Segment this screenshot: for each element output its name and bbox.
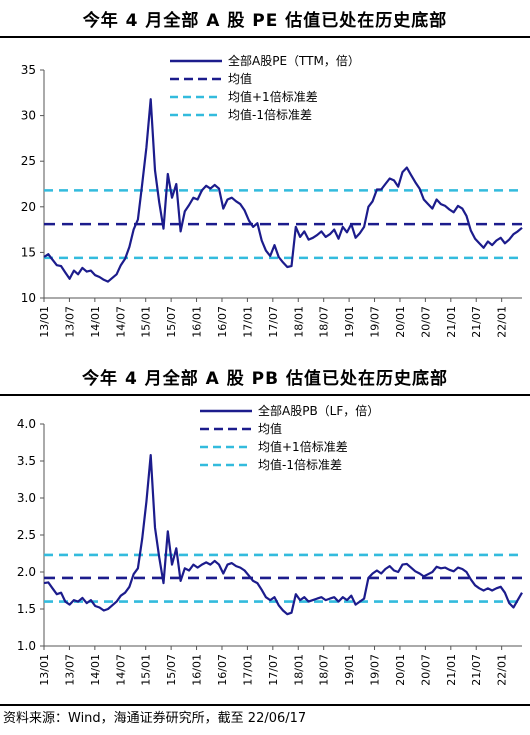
pb-x-tick-label: 17/01 (241, 654, 254, 686)
pb-x-tick-label: 20/01 (394, 654, 407, 686)
pe-x-tick-label: 19/01 (343, 306, 356, 338)
pe-y-tick-label: 30 (21, 109, 36, 123)
pb-x-tick-label: 15/01 (140, 654, 153, 686)
pb-x-tick-label: 20/07 (419, 654, 432, 686)
pb-legend-label-0: 全部A股PB（LF，倍） (258, 403, 379, 418)
pe-x-tick-label: 17/01 (241, 306, 254, 338)
pb-y-tick-label: 3.5 (17, 454, 36, 468)
pe-x-tick-label: 16/01 (191, 306, 204, 338)
pe-x-tick-label: 20/01 (394, 306, 407, 338)
pe-x-tick-label: 18/01 (292, 306, 305, 338)
pb-chart-title: 今年 4 月全部 A 股 PB 估值已处在历史底部 (82, 368, 448, 389)
pb-x-tick-label: 21/01 (445, 654, 458, 686)
pb-legend-label-3: 均值-1倍标准差 (258, 457, 342, 472)
pb-x-tick-label: 22/01 (496, 654, 509, 686)
pe-x-tick-label: 13/01 (38, 306, 51, 338)
source-rule (0, 704, 530, 706)
pb-chart: 1.0 1.5 2.0 2.5 3.0 3.5 4.0 13/01 13/07 14/01 14/0… (17, 403, 523, 686)
pe-y-tick-label: 25 (21, 154, 36, 168)
pb-x-tick-label: 19/07 (369, 654, 382, 686)
pe-y-tick-label: 15 (21, 245, 36, 259)
pe-x-tick-label: 16/07 (216, 306, 229, 338)
pe-x-tick-label: 20/07 (419, 306, 432, 338)
pe-x-tick-label: 14/01 (89, 306, 102, 338)
pb-x-tick-label: 16/07 (216, 654, 229, 686)
pb-x-tick-label: 15/07 (165, 654, 178, 686)
pb-y-tick-label: 1.5 (17, 602, 36, 616)
pe-legend-label-1: 均值 (228, 71, 252, 86)
pb-x-tick-label: 16/01 (191, 654, 204, 686)
source-note: 资料来源：Wind，海通证券研究所，截至 22/06/17 (3, 711, 307, 726)
pe-x-tick-label: 21/01 (445, 306, 458, 338)
pe-y-tick-label: 10 (21, 291, 36, 305)
pb-x-tick-label: 14/01 (89, 654, 102, 686)
pb-y-tick-label: 4.0 (17, 417, 36, 431)
pb-x-tick-label: 17/07 (267, 654, 280, 686)
pe-x-tick-label: 22/01 (496, 306, 509, 338)
pe-title-rule (0, 36, 530, 38)
pe-x-tick-label: 15/07 (165, 306, 178, 338)
pb-title-rule (0, 394, 530, 396)
pb-x-tick-label: 21/07 (470, 654, 483, 686)
pe-chart: 10 15 20 25 30 35 13/01 13/07 14/01 14/07 15/01 15/… (21, 53, 523, 338)
pe-legend-label-2: 均值+1倍标准差 (228, 89, 318, 104)
pe-x-tick-label: 15/01 (140, 306, 153, 338)
pb-y-tick-label: 1.0 (17, 639, 36, 653)
pb-series-line (43, 453, 523, 616)
pe-legend-label-0: 全部A股PE（TTM，倍） (228, 53, 360, 68)
pe-series-line (43, 98, 523, 283)
pe-chart-title: 今年 4 月全部 A 股 PE 估值已处在历史底部 (82, 10, 448, 31)
pb-x-tick-label: 18/07 (318, 654, 331, 686)
pb-y-tick-label: 2.0 (17, 565, 36, 579)
pb-x-tick-label: 13/01 (38, 654, 51, 686)
pe-x-tick-label: 19/07 (369, 306, 382, 338)
pb-x-tick-label: 14/07 (114, 654, 127, 686)
pe-x-tick-label: 21/07 (470, 306, 483, 338)
pe-x-tick-label: 18/07 (318, 306, 331, 338)
pb-x-tick-label: 19/01 (343, 654, 356, 686)
pb-y-tick-label: 2.5 (17, 528, 36, 542)
pb-legend-label-2: 均值+1倍标准差 (258, 439, 348, 454)
pe-y-tick-label: 35 (21, 63, 36, 77)
pe-y-tick-label: 20 (21, 200, 36, 214)
pe-legend-label-3: 均值-1倍标准差 (228, 107, 312, 122)
pe-x-tick-label: 13/07 (63, 306, 76, 338)
pe-x-tick-label: 17/07 (267, 306, 280, 338)
pe-x-tick-label: 14/07 (114, 306, 127, 338)
pb-y-tick-label: 3.0 (17, 491, 36, 505)
pb-legend-label-1: 均值 (258, 421, 282, 436)
pb-x-tick-label: 18/01 (292, 654, 305, 686)
pb-x-tick-label: 13/07 (63, 654, 76, 686)
